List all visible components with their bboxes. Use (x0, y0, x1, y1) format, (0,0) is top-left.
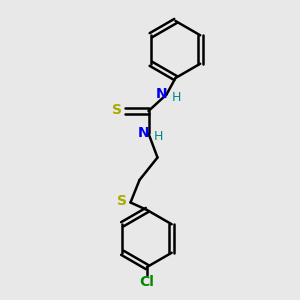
Text: S: S (112, 103, 122, 116)
Text: S: S (116, 194, 127, 208)
Text: H: H (171, 91, 181, 104)
Text: H: H (153, 130, 163, 143)
Text: N: N (155, 88, 167, 101)
Text: Cl: Cl (140, 275, 154, 289)
Text: N: N (137, 127, 149, 140)
